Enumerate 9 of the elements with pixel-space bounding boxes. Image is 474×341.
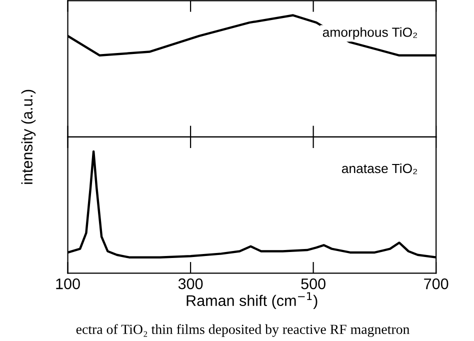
- x-tick-label: 100: [56, 278, 80, 290]
- x-tick-label: 500: [301, 278, 326, 290]
- y-axis-title: intensity (a.u.): [21, 90, 36, 184]
- annotation: amorphous TiO₂: [322, 27, 418, 40]
- x-tick-label: 700: [424, 278, 448, 290]
- text: ectra of TiO₂ thin films deposited by reactive RF magnetron: [76, 324, 410, 337]
- x-axis-title: Raman shift (cm$^{−1}$): [186, 292, 318, 310]
- annotation: anatase TiO₂: [342, 163, 418, 174]
- x-tick-label: 300: [178, 278, 203, 290]
